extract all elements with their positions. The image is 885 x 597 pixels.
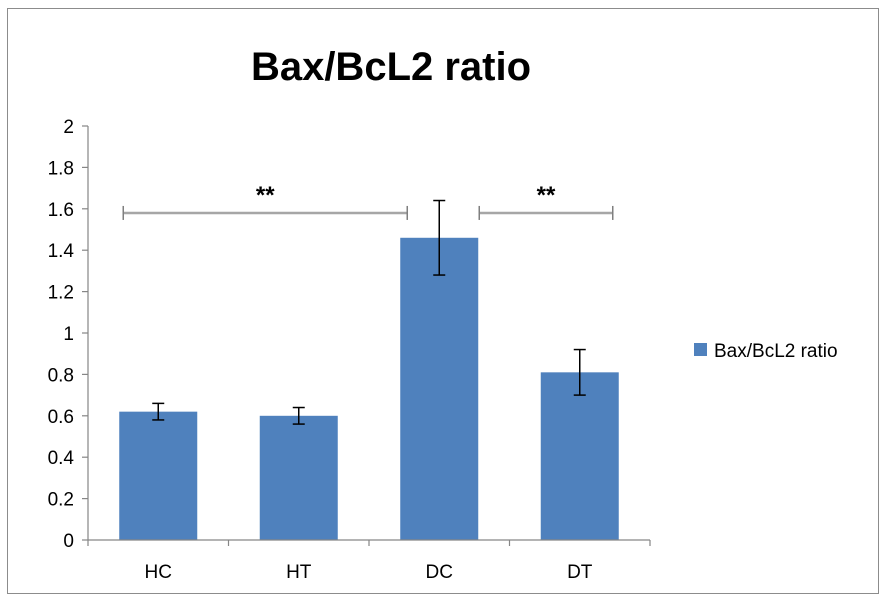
- chart-frame: Bax/BcL2 ratio 0 0.2 0.4 0.6 0.8 1 1.2 1.4 1.6 1.…: [7, 8, 879, 594]
- x-tick-label-HT: HT: [286, 562, 312, 583]
- significance-label: **: [537, 182, 556, 209]
- bar-HT: [259, 415, 338, 540]
- y-tick-label: 0.8: [48, 365, 74, 386]
- plot-area: 0 0.2 0.4 0.6 0.8 1 1.2 1.4 1.6 1.8 2 HC HT DC DT ** **: [48, 117, 651, 583]
- y-tick-label: 0.2: [48, 490, 74, 511]
- y-tick-label: 0.6: [48, 407, 74, 428]
- chart-svg: Bax/BcL2 ratio 0 0.2 0.4 0.6 0.8 1 1.2 1.4 1.6 1.…: [48, 45, 838, 583]
- y-tick-label: 1.8: [48, 158, 74, 179]
- y-tick-label: 1.4: [48, 241, 75, 262]
- bar-DT: [540, 372, 619, 540]
- y-tick-label: 1: [63, 324, 74, 345]
- y-tick-label: 0: [63, 531, 74, 552]
- bar-DC: [400, 237, 479, 540]
- legend: Bax/BcL2 ratio: [694, 341, 838, 362]
- legend-swatch: [694, 343, 707, 356]
- x-tick-label-HC: HC: [145, 562, 172, 583]
- chart-title: Bax/BcL2 ratio: [251, 45, 531, 89]
- bar-HC: [119, 411, 198, 540]
- y-tick-label: 2: [63, 117, 74, 138]
- legend-label: Bax/BcL2 ratio: [714, 341, 838, 362]
- y-tick-label: 1.2: [48, 283, 74, 304]
- y-tick-label: 0.4: [48, 448, 75, 469]
- y-tick-label: 1.6: [48, 200, 74, 221]
- x-tick-label-DT: DT: [567, 562, 593, 583]
- significance-label: **: [256, 182, 275, 209]
- x-tick-label-DC: DC: [426, 562, 453, 583]
